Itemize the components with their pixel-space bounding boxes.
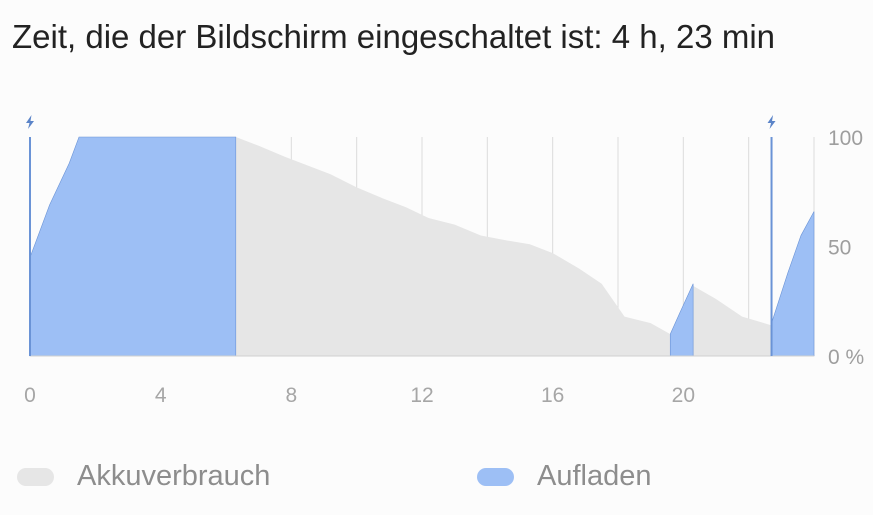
legend-usage-label: Akkuverbrauch	[77, 460, 271, 492]
lightning-bolt-icon	[26, 115, 34, 129]
charging-area-1	[29, 136, 237, 357]
usage-area	[235, 137, 772, 356]
y-tick-50: 50	[828, 237, 851, 260]
x-axis-ticks: 0 4 8 12 16 20	[24, 384, 695, 407]
usage-area-layer	[235, 137, 772, 356]
charging-area-3	[771, 211, 815, 357]
screen-on-time-title: Zeit, die der Bildschirm eingeschaltet i…	[12, 18, 776, 55]
x-tick-20: 20	[672, 384, 695, 407]
usage-swatch	[17, 467, 54, 486]
charging-swatch	[477, 467, 514, 486]
y-tick-0: 0 %	[828, 346, 864, 369]
y-axis-ticks: 100 50 0 %	[828, 127, 864, 369]
x-tick-0: 0	[24, 384, 36, 407]
charge-markers	[26, 115, 776, 356]
legend-charging: Aufladen	[477, 460, 652, 493]
lightning-bolt-icon	[767, 115, 776, 129]
x-tick-4: 4	[155, 384, 167, 407]
x-tick-8: 8	[285, 384, 297, 407]
charging-area-2	[669, 283, 694, 357]
legend-usage: Akkuverbrauch	[17, 460, 270, 493]
x-tick-12: 12	[410, 384, 433, 407]
x-tick-16: 16	[541, 384, 564, 407]
y-tick-100: 100	[828, 127, 863, 150]
legend-charging-label: Aufladen	[537, 460, 652, 492]
